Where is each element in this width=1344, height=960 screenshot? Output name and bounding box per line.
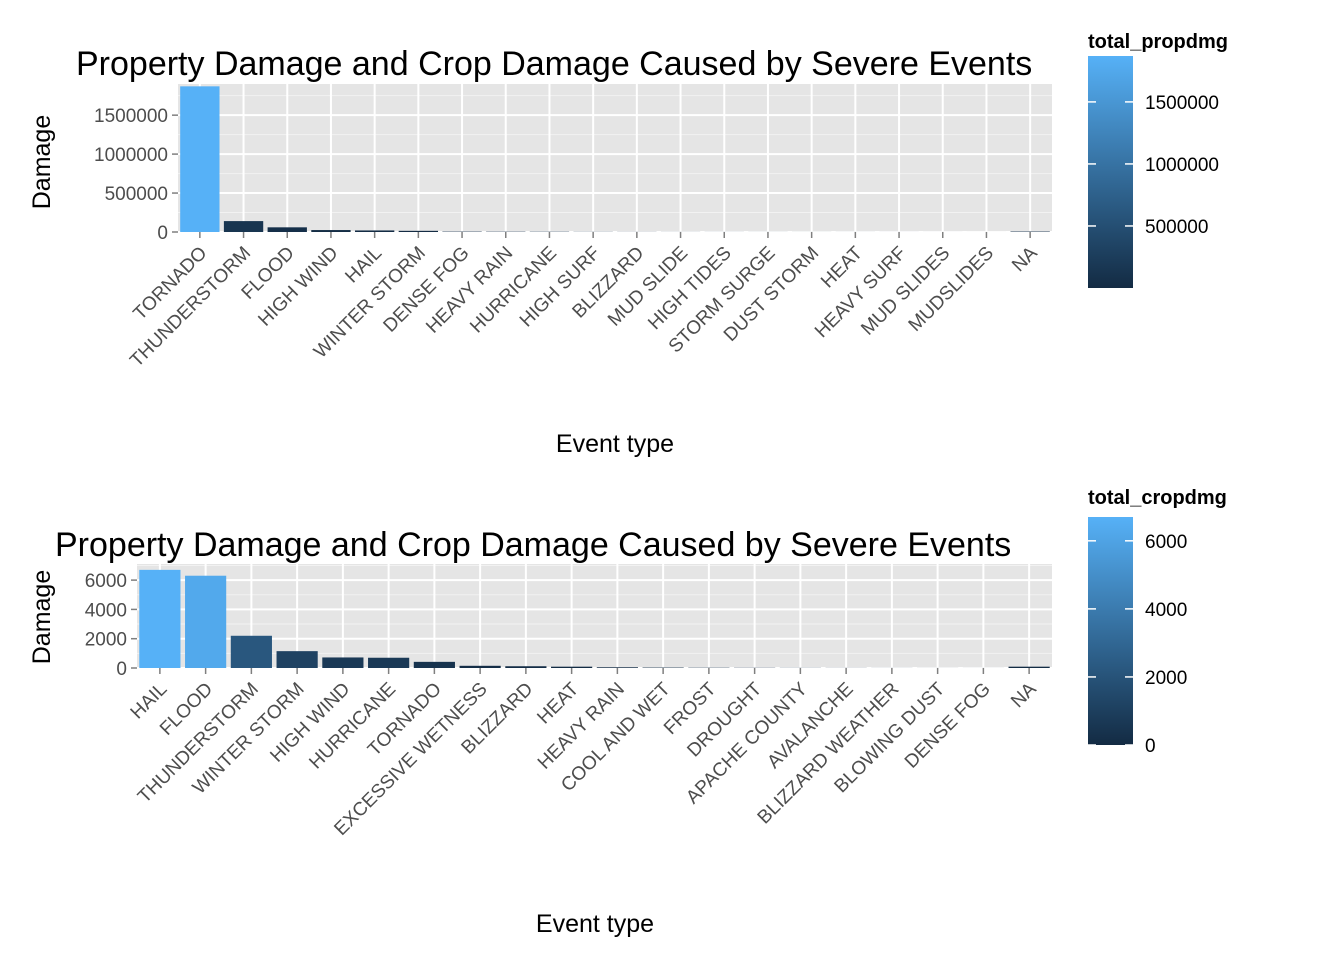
legend-tick-label: 6000 [1145,532,1187,553]
x-axis-label: Event type [556,430,674,458]
bar-hail [354,230,395,232]
y-tick-label: 500000 [105,184,168,205]
legend-tick-label: 4000 [1145,600,1187,621]
y-axis-label: Damage [28,115,56,210]
bar-heavy-rain [596,667,638,668]
bar-flood [185,575,227,668]
bar-winter-storm [398,230,439,232]
chart-title: Property Damage and Crop Damage Caused b… [76,45,1032,83]
y-tick-label: 0 [157,223,168,244]
property-damage-chart-svg: 050000010000001500000TORNADOTHUNDERSTORM… [28,31,1228,458]
y-tick-label: 0 [116,659,127,680]
y-tick-label: 1000000 [94,145,168,166]
bar-tornado [180,86,220,232]
legend-tick-label: 1000000 [1145,155,1219,176]
bar-excessive-wetness [459,665,501,668]
y-axis-label: Damage [28,570,56,665]
plot-panel [178,84,1052,232]
y-tick-label: 2000 [85,630,127,651]
bar-flood [267,227,307,232]
bar-na [1008,666,1050,668]
legend-tick-label: 1500000 [1145,93,1219,114]
bar-high-wind [322,657,364,668]
property-damage-chart: 0 500000 1000000 1500000 TORNADO THUNDERSTORM… [28,31,1228,458]
bar-heat [551,666,593,668]
bar-hurricane [368,657,410,668]
plot-panel [137,564,1052,668]
legend-tick-label: 2000 [1145,668,1187,689]
crop-damage-chart-svg: 0200040006000HAILFLOODTHUNDERSTORMWINTER… [28,487,1227,938]
y-tick-label: 6000 [85,571,127,592]
bar-thunderstorm [230,635,272,668]
legend-colorbar [1088,56,1133,288]
legend-title: total_cropdmg [1088,487,1227,509]
legend-colorbar [1088,517,1133,745]
bar-thunderstorm [223,221,264,232]
legend-tick-label: 0 [1145,736,1156,757]
bar-tornado [413,661,455,668]
x-tick-label: NA [1007,678,1041,712]
legend-title: total_propdmg [1088,31,1228,53]
y-tick-label: 1500000 [94,106,168,127]
bar-high-wind [311,230,351,232]
legend-tick-label: 500000 [1145,217,1208,238]
bar-hail [139,569,181,668]
x-tick-label: NA [1008,242,1042,276]
crop-damage-chart: 0 2000 4000 6000 HAIL FLOOD THUNDERSTORM WINTER… [0,480,1344,960]
bar-winter-storm [276,651,318,668]
x-axis-label: Event type [536,910,654,938]
chart-title: Property Damage and Crop Damage Caused b… [55,526,1011,564]
y-tick-label: 4000 [85,600,127,621]
bar-blizzard [505,666,547,668]
